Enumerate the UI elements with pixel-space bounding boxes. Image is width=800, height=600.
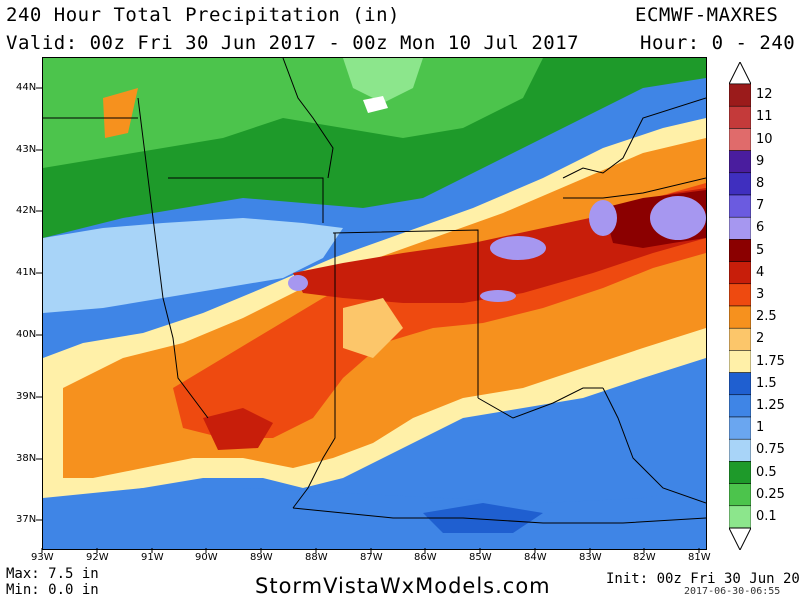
- legend-arrow-up: [729, 62, 751, 85]
- lon-label: 88W: [305, 552, 328, 563]
- model-name: ECMWF-MAXRES: [635, 4, 779, 26]
- legend-label: 0.25: [756, 486, 785, 502]
- legend-swatch: [729, 172, 751, 196]
- legend-swatch: [729, 372, 751, 396]
- lon-label: 87W: [360, 552, 383, 563]
- max-value: Max: 7.5 in: [6, 566, 99, 582]
- legend-swatch: [729, 416, 751, 440]
- site-name: StormVistaWxModels.com: [255, 574, 551, 598]
- legend-label: 3: [756, 286, 765, 302]
- lon-label: 86W: [414, 552, 437, 563]
- legend-label: 6: [756, 220, 765, 236]
- field-purple-4: [288, 275, 308, 291]
- legend-swatch: [729, 350, 751, 373]
- field-purple-1: [490, 236, 546, 260]
- lat-label: 44N: [16, 82, 37, 93]
- legend-label: 2: [756, 331, 765, 347]
- lat-label: 41N: [16, 267, 37, 278]
- field-purple-3: [650, 196, 706, 240]
- legend-label: 0.5: [756, 464, 777, 480]
- legend-swatch: [729, 83, 751, 107]
- lat-label: 39N: [16, 391, 37, 402]
- legend-label: 0.75: [756, 442, 785, 458]
- legend-swatch: [729, 283, 751, 307]
- legend-swatch: [729, 261, 751, 285]
- color-legend: [729, 62, 751, 550]
- legend-label: 1.5: [756, 375, 777, 391]
- legend-swatch: [729, 483, 751, 507]
- lat-label: 37N: [16, 514, 37, 525]
- legend-swatch: [729, 394, 751, 418]
- lon-label: 90W: [195, 552, 218, 563]
- precip-field: [43, 58, 706, 549]
- lon-label: 89W: [250, 552, 273, 563]
- precipitation-map: [42, 57, 707, 550]
- field-red-south: [203, 408, 273, 450]
- legend-swatch: [729, 438, 751, 462]
- valid-range: Valid: 00z Fri 30 Jun 2017 - 00z Mon 10 …: [6, 32, 580, 54]
- lon-label: 81W: [688, 552, 711, 563]
- field-green-pale: [343, 58, 423, 103]
- legend-label: 0.1: [756, 508, 777, 524]
- legend-swatch: [729, 305, 751, 329]
- field-orange-north: [103, 88, 138, 138]
- legend-label: 7: [756, 198, 765, 214]
- legend-label: 1.75: [756, 353, 785, 369]
- legend-swatch: [729, 150, 751, 174]
- lon-label: 84W: [524, 552, 547, 563]
- legend-label: 8: [756, 175, 765, 191]
- field-purple-5: [480, 290, 516, 302]
- legend-swatch: [729, 327, 751, 351]
- legend-label: 2.5: [756, 309, 777, 325]
- lon-label: 93W: [31, 552, 54, 563]
- legend-swatch: [729, 128, 751, 151]
- legend-label: 9: [756, 153, 765, 169]
- lon-label: 82W: [633, 552, 656, 563]
- legend-label: 4: [756, 264, 765, 280]
- lon-label: 91W: [141, 552, 164, 563]
- field-gold: [343, 298, 403, 358]
- init-time: Init: 00z Fri 30 Jun 2017: [606, 571, 800, 587]
- state-borders: [43, 58, 706, 524]
- field-green-light: [43, 58, 543, 168]
- legend-swatch: [729, 216, 751, 240]
- lon-label: 92W: [86, 552, 109, 563]
- legend-swatch: [729, 194, 751, 218]
- field-blue-dark: [423, 503, 543, 533]
- timestamp: 2017-06-30-06:55: [684, 586, 781, 597]
- legend-swatch: [729, 105, 751, 129]
- legend-swatch: [729, 505, 751, 529]
- lat-label: 38N: [16, 453, 37, 464]
- legend-label: 12: [756, 87, 773, 103]
- legend-swatch: [729, 239, 751, 262]
- legend-swatches: [729, 62, 751, 550]
- field-blue-light: [43, 218, 343, 313]
- legend-label: 1.25: [756, 397, 785, 413]
- legend-swatch: [729, 461, 751, 484]
- lat-label: 43N: [16, 144, 37, 155]
- field-purple-2: [589, 200, 617, 236]
- lon-label: 83W: [579, 552, 602, 563]
- legend-label: 11: [756, 109, 773, 125]
- lat-label: 42N: [16, 205, 37, 216]
- map-title: 240 Hour Total Precipitation (in): [6, 4, 400, 26]
- legend-arrow-down: [729, 527, 751, 550]
- field-zero: [363, 96, 388, 113]
- legend-label: 10: [756, 131, 773, 147]
- lon-label: 85W: [469, 552, 492, 563]
- lat-label: 40N: [16, 329, 37, 340]
- field-blue-south: [43, 488, 706, 549]
- legend-label: 1: [756, 420, 765, 436]
- forecast-hours: Hour: 0 - 240: [640, 32, 796, 54]
- min-value: Min: 0.0 in: [6, 582, 99, 598]
- legend-label: 5: [756, 242, 765, 258]
